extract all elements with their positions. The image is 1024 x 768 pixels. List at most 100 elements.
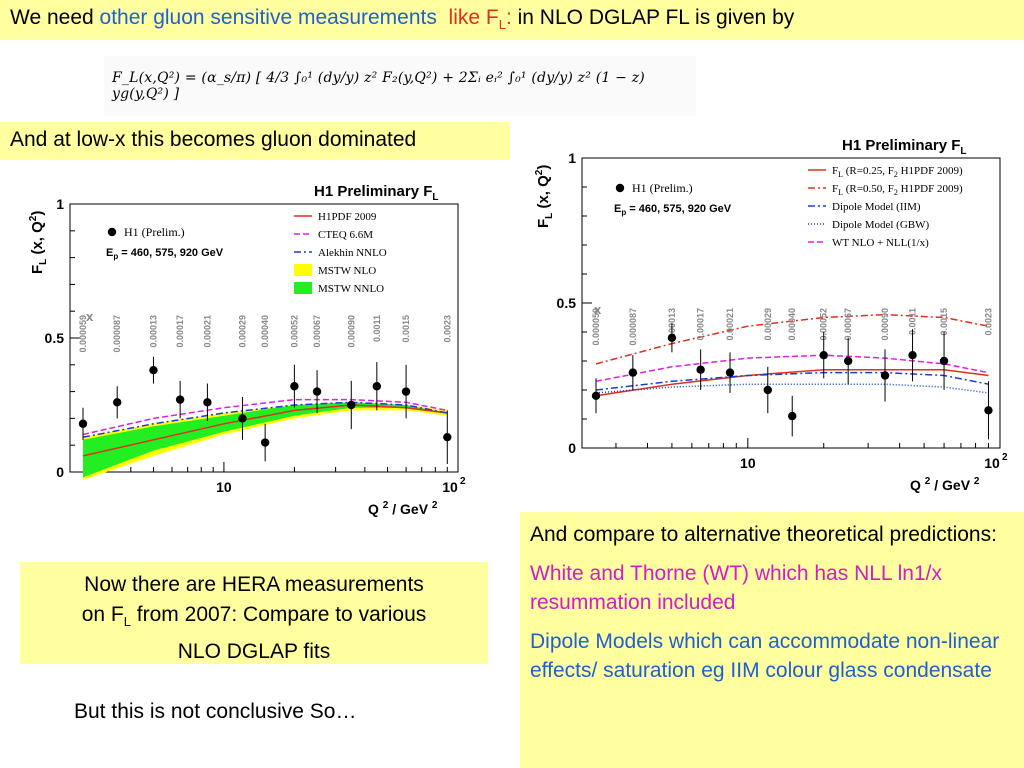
legend-label-0: H1PDF 2009 bbox=[318, 211, 377, 223]
x-tick-label-exponent: 2 bbox=[460, 476, 466, 487]
legend-h1-marker bbox=[615, 183, 625, 193]
x-marker-label: x bbox=[594, 302, 602, 317]
legend-label-4: WT NLO + NLL(1/x) bbox=[832, 237, 929, 249]
data-point bbox=[203, 398, 212, 407]
data-point bbox=[819, 351, 828, 360]
data-point bbox=[667, 333, 677, 342]
x-value-label: 0.00021 bbox=[202, 315, 212, 348]
y-tick-label: 1 bbox=[568, 150, 576, 166]
data-point bbox=[238, 414, 247, 423]
data-point bbox=[290, 382, 299, 391]
x-axis-label: Q 2 / GeV 2 bbox=[910, 476, 980, 493]
legend-h1-label: H1 (Prelim.) bbox=[124, 225, 185, 239]
x-value-label: 0.00040 bbox=[787, 308, 797, 341]
x-tick-label: 10 bbox=[984, 455, 1000, 471]
hera-line3: NLO DGLAP fits bbox=[177, 640, 331, 664]
data-point bbox=[696, 365, 705, 374]
legend-h1-label: H1 (Prelim.) bbox=[632, 181, 693, 195]
series-line-4 bbox=[595, 354, 989, 383]
title-like: like FL: bbox=[448, 6, 512, 33]
y-tick-label: 0 bbox=[568, 440, 576, 456]
plot-frame bbox=[581, 157, 1001, 449]
legend-band-label-1: MSTW NNLO bbox=[318, 283, 384, 295]
data-point bbox=[591, 391, 601, 400]
title-highlight: other gluon sensitive measurements bbox=[99, 6, 437, 29]
data-point bbox=[725, 368, 735, 377]
data-point bbox=[443, 432, 452, 442]
x-value-label: 0.00013 bbox=[148, 315, 158, 348]
data-point bbox=[939, 356, 949, 366]
data-point bbox=[788, 411, 797, 421]
x-value-label: 0.0023 bbox=[442, 315, 452, 343]
compare-intro: And compare to alternative theoretical p… bbox=[530, 523, 997, 546]
data-point bbox=[312, 387, 322, 396]
x-value-label: 0.000087 bbox=[112, 315, 122, 353]
legend-label-0: FL (R=0.25, F2 H1PDF 2009) bbox=[832, 165, 963, 179]
data-point bbox=[347, 400, 356, 410]
x-value-label: 0.00040 bbox=[260, 315, 270, 348]
data-point bbox=[628, 368, 638, 377]
formula-text: F_L(x,Q²) = (α_s/π) [ 4/3 ∫₀¹ (dy/y) z² … bbox=[112, 70, 645, 102]
x-value-label: 0.000059 bbox=[78, 315, 88, 353]
title-suffix: in NLO DGLAP FL is given by bbox=[511, 6, 795, 29]
x-value-label: 0.00052 bbox=[819, 308, 829, 341]
hera-line2: on FL from 2007: Compare to various bbox=[81, 603, 427, 630]
x-value-label: 0.000059 bbox=[591, 308, 601, 346]
x-value-label: 0.00029 bbox=[237, 315, 247, 348]
x-tick-label: 10 bbox=[740, 455, 756, 471]
beam-energy-label: Ep = 460, 575, 920 GeV bbox=[614, 203, 732, 217]
x-value-label: 0.00052 bbox=[289, 315, 299, 348]
lowx-text-box: And at low-x this becomes gluon dominate… bbox=[0, 122, 510, 160]
x-value-label: 0.00090 bbox=[880, 308, 890, 341]
x-value-label: 0.00017 bbox=[696, 308, 706, 341]
x-value-label: 0.0023 bbox=[983, 308, 993, 336]
data-point bbox=[372, 382, 382, 391]
x-tick-label: 10 bbox=[216, 479, 232, 495]
x-value-label: 0.0011 bbox=[908, 308, 918, 335]
data-point bbox=[113, 398, 122, 407]
legend-band-label-0: MSTW NLO bbox=[318, 265, 376, 277]
band-mstw-nlo bbox=[83, 402, 448, 480]
legend-h1-marker bbox=[107, 227, 117, 237]
x-marker-label: x bbox=[86, 309, 94, 324]
legend-label-2: Alekhin NNLO bbox=[318, 247, 387, 259]
y-tick-label: 0 bbox=[56, 464, 64, 480]
compare-dipole: Dipole Models which can accommodate non-… bbox=[530, 630, 1000, 682]
data-point bbox=[260, 438, 270, 447]
y-tick-label: 0.5 bbox=[557, 295, 577, 311]
y-tick-label: 1 bbox=[56, 196, 64, 212]
lowx-text: And at low-x this becomes gluon dominate… bbox=[10, 128, 417, 151]
x-value-label: 0.00067 bbox=[843, 308, 853, 341]
data-point bbox=[401, 387, 411, 396]
x-value-label: 0.0015 bbox=[401, 315, 411, 343]
legend-label-2: Dipole Model (IIM) bbox=[832, 201, 921, 213]
series-line-3 bbox=[595, 383, 989, 394]
legend-band-swatch-1 bbox=[294, 282, 312, 294]
x-value-label: 0.000087 bbox=[628, 308, 638, 346]
x-value-label: 0.00029 bbox=[763, 308, 773, 341]
x-value-label: 0.00021 bbox=[725, 308, 735, 341]
hera-line1: Now there are HERA measurements bbox=[84, 573, 424, 596]
y-axis-label: FL (x, Q2) bbox=[534, 165, 555, 228]
legend-label-1: CTEQ 6.6M bbox=[318, 229, 373, 241]
title-bar: We need other gluon sensitive measuremen… bbox=[0, 0, 1024, 40]
chart-title: H1 Preliminary FL bbox=[314, 183, 439, 203]
hera-text-box: Now there are HERA measurements on FL fr… bbox=[20, 562, 488, 664]
x-tick-label: 10 bbox=[442, 479, 458, 495]
beam-energy-label: Ep = 460, 575, 920 GeV bbox=[106, 247, 224, 261]
data-point bbox=[149, 365, 158, 375]
not-conclusive-text: But this is not conclusive So… bbox=[74, 700, 357, 723]
x-axis-label: Q 2 / GeV 2 bbox=[368, 500, 438, 517]
chart-title: H1 Preliminary FL bbox=[842, 137, 967, 157]
x-value-label: 0.00017 bbox=[175, 315, 185, 348]
y-axis-label: FL (x, Q2) bbox=[28, 211, 49, 274]
data-point bbox=[908, 351, 917, 360]
y-tick-label: 0.5 bbox=[45, 330, 65, 346]
x-value-label: 0.0015 bbox=[939, 308, 949, 336]
title-prefix: We need bbox=[10, 6, 100, 29]
data-point bbox=[843, 356, 853, 366]
x-value-label: 0.0011 bbox=[372, 315, 382, 342]
compare-wt: White and Thorne (WT) which has NLL ln1/… bbox=[530, 562, 943, 614]
data-point bbox=[175, 395, 185, 404]
